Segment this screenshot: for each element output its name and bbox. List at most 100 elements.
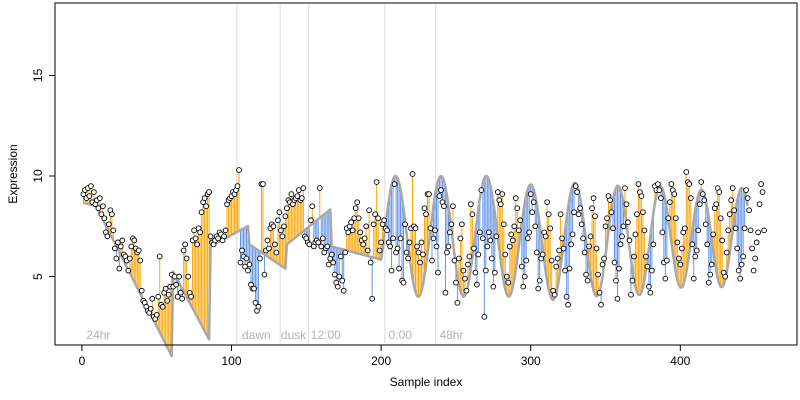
data-point [284, 205, 290, 212]
data-point [509, 237, 516, 244]
data-point [643, 253, 649, 260]
data-point [719, 237, 726, 244]
data-point [378, 239, 384, 246]
data-point [156, 253, 163, 260]
data-point [463, 287, 470, 294]
data-point [294, 193, 301, 199]
data-point [584, 277, 591, 284]
data-point [539, 251, 546, 258]
data-point [620, 223, 627, 230]
data-point [524, 235, 531, 242]
data-point [442, 289, 449, 296]
data-point [337, 253, 344, 260]
data-point [753, 239, 760, 246]
data-point [104, 233, 111, 240]
data-point [278, 227, 284, 234]
data-point [710, 231, 717, 238]
data-point [381, 217, 387, 224]
data-point [529, 209, 536, 216]
data-point [563, 293, 570, 300]
data-point [403, 249, 410, 256]
x-tick-label: 300 [521, 354, 541, 368]
data-point [672, 215, 679, 222]
data-point [307, 217, 314, 224]
data-point [95, 205, 102, 212]
data-point [273, 249, 280, 256]
data-point [185, 273, 191, 280]
data-point [752, 255, 758, 262]
data-point [583, 271, 589, 278]
data-point [394, 245, 401, 252]
data-point [491, 269, 498, 276]
data-point [610, 225, 616, 232]
data-point [750, 267, 757, 274]
data-point [173, 281, 180, 288]
data-point [635, 181, 642, 187]
data-point [586, 243, 592, 250]
data-point [729, 185, 736, 191]
data-point [207, 233, 214, 240]
data-point [433, 243, 440, 250]
data-point [554, 255, 561, 262]
data-point [520, 283, 527, 290]
data-point [264, 237, 271, 244]
data-point [197, 229, 203, 236]
data-point [512, 195, 519, 201]
data-point [324, 243, 331, 250]
x-tick-label: 400 [670, 354, 690, 368]
data-point [257, 255, 263, 262]
data-point [527, 191, 534, 197]
data-point [595, 271, 601, 278]
data-point [427, 225, 434, 232]
data-point [590, 195, 597, 201]
data-point [690, 275, 697, 282]
data-point [466, 253, 473, 260]
data-point [707, 271, 714, 278]
data-point [699, 191, 706, 197]
data-point [270, 223, 277, 230]
data-point [608, 209, 615, 216]
data-point [756, 201, 763, 208]
data-point [334, 283, 341, 290]
data-point [650, 241, 657, 248]
data-point [704, 241, 711, 248]
data-point [671, 191, 678, 197]
data-point [681, 225, 688, 232]
data-point [288, 191, 295, 197]
data-point [430, 235, 437, 242]
data-point [472, 269, 479, 276]
data-point [551, 291, 558, 298]
data-point [481, 313, 488, 320]
data-point [490, 283, 497, 290]
data-point [626, 237, 633, 244]
data-point [345, 229, 352, 236]
data-point [91, 189, 97, 195]
data-point [222, 227, 229, 234]
data-point [113, 255, 120, 262]
data-point [656, 187, 663, 193]
data-point [738, 261, 745, 268]
data-point [409, 171, 416, 177]
data-point [708, 261, 715, 268]
data-point [514, 205, 521, 212]
x-axis: 0 100 200 300 400 [79, 344, 691, 368]
data-point [677, 261, 684, 268]
data-point [544, 199, 551, 206]
data-point [649, 267, 655, 274]
data-point [194, 241, 200, 248]
data-point [503, 273, 510, 280]
data-point [279, 233, 286, 240]
data-point [619, 233, 625, 240]
data-point [349, 227, 356, 234]
data-point [565, 301, 571, 308]
data-point [493, 233, 500, 240]
data-point [689, 241, 696, 248]
data-point [387, 243, 393, 250]
data-point [646, 283, 652, 290]
data-point [366, 207, 373, 214]
data-point [451, 257, 458, 264]
data-point [717, 215, 724, 222]
data-point [384, 227, 390, 234]
data-point [596, 289, 603, 296]
